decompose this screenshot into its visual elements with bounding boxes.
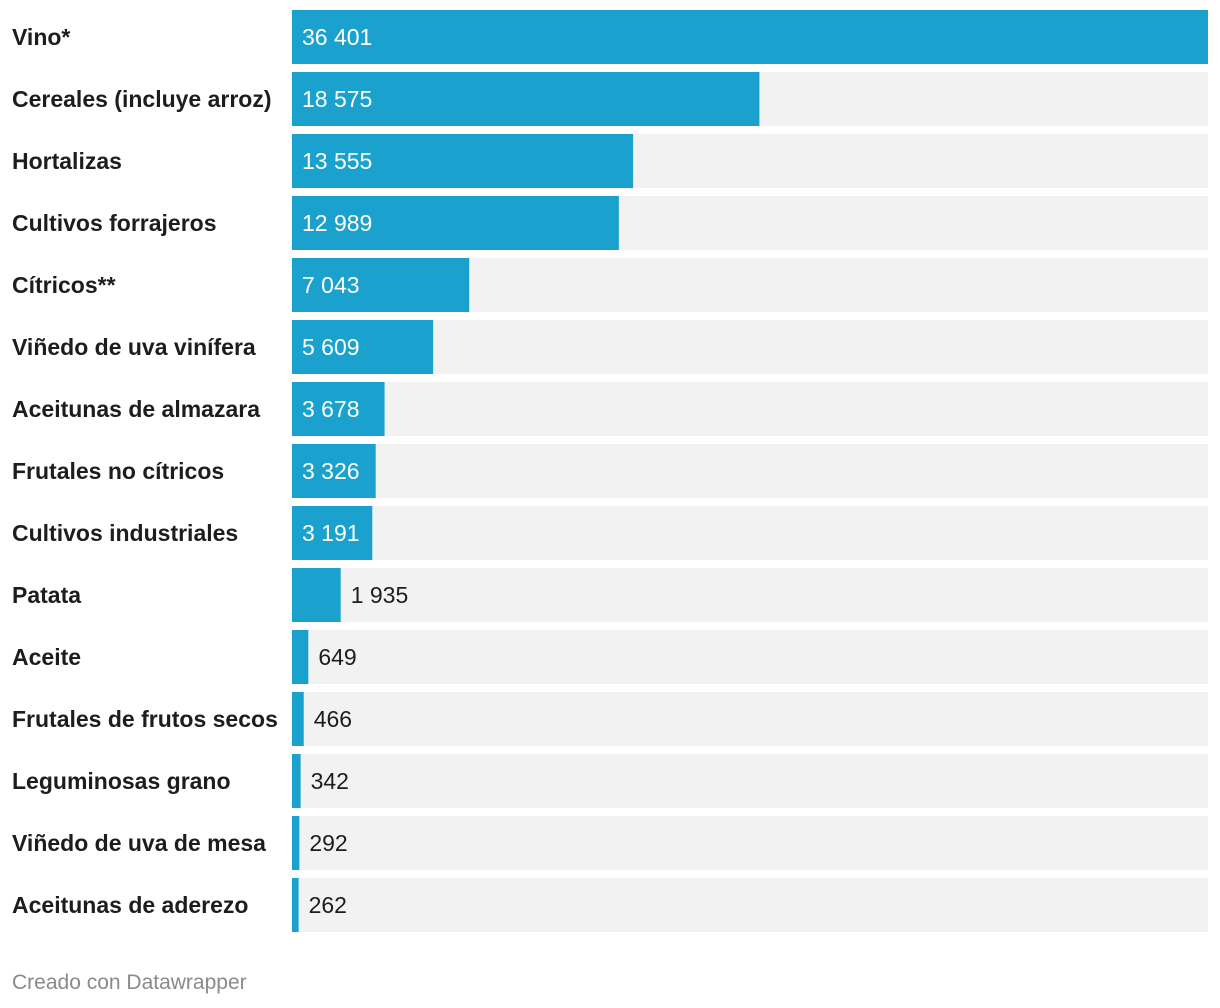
value-label: 12 989 xyxy=(302,210,372,236)
bar-row: Cereales (incluye arroz) 18 575 xyxy=(12,72,1208,126)
value-label: 3 678 xyxy=(302,396,360,422)
bar-row: Cultivos industriales 3 191 xyxy=(12,506,1208,560)
category-label: Aceitunas de almazara xyxy=(12,396,260,422)
bar-track xyxy=(292,878,1208,932)
category-label: Viñedo de uva vinífera xyxy=(12,334,256,360)
bar-track xyxy=(292,382,1208,436)
bar-track xyxy=(292,816,1208,870)
bar xyxy=(292,10,1208,64)
bar-track xyxy=(292,444,1208,498)
category-label: Cereales (incluye arroz) xyxy=(12,86,272,112)
value-label: 1 935 xyxy=(351,582,409,608)
value-label: 292 xyxy=(309,830,347,856)
value-label: 13 555 xyxy=(302,148,372,174)
bar xyxy=(292,692,304,746)
bar-row: Frutales de frutos secos 466 xyxy=(12,692,1208,746)
bar-row: Vino* 36 401 xyxy=(12,10,1208,64)
bar-row: Frutales no cítricos 3 326 xyxy=(12,444,1208,498)
value-label: 262 xyxy=(309,892,347,918)
value-label: 3 326 xyxy=(302,458,360,484)
bar-row: Patata 1 935 xyxy=(12,568,1208,622)
category-label: Vino* xyxy=(12,24,70,50)
bar-row: Aceitunas de aderezo 262 xyxy=(12,878,1208,932)
bar xyxy=(292,878,299,932)
bar-row: Cítricos** 7 043 xyxy=(12,258,1208,312)
category-label: Leguminosas grano xyxy=(12,768,231,794)
category-label: Hortalizas xyxy=(12,148,122,174)
value-label: 649 xyxy=(318,644,356,670)
value-label: 18 575 xyxy=(302,86,372,112)
bar xyxy=(292,258,470,312)
bar-track xyxy=(292,630,1208,684)
category-label: Cítricos** xyxy=(12,272,116,298)
bar-row: Leguminosas grano 342 xyxy=(12,754,1208,808)
bar xyxy=(292,816,300,870)
bar-chart: Vino* 36 401 Cereales (incluye arroz) 18 57… xyxy=(12,10,1208,932)
datawrapper-credit[interactable]: Creado con Datawrapper xyxy=(12,971,247,994)
bar-row: Aceitunas de almazara 3 678 xyxy=(12,382,1208,436)
category-label: Viñedo de uva de mesa xyxy=(12,830,266,856)
value-label: 7 043 xyxy=(302,272,360,298)
bar xyxy=(292,754,301,808)
bar xyxy=(292,320,434,374)
value-label: 5 609 xyxy=(302,334,360,360)
bar xyxy=(292,72,760,126)
bar xyxy=(292,630,309,684)
category-label: Cultivos forrajeros xyxy=(12,210,217,236)
bar xyxy=(292,196,619,250)
bar-row: Aceite 649 xyxy=(12,630,1208,684)
bar xyxy=(292,568,341,622)
value-label: 36 401 xyxy=(302,24,372,50)
bar-row: Hortalizas 13 555 xyxy=(12,134,1208,188)
bar xyxy=(292,382,385,436)
bar-row: Viñedo de uva vinífera 5 609 xyxy=(12,320,1208,374)
category-label: Cultivos industriales xyxy=(12,520,238,546)
bar xyxy=(292,444,376,498)
bar xyxy=(292,134,634,188)
category-label: Aceitunas de aderezo xyxy=(12,892,248,918)
category-label: Patata xyxy=(12,582,81,608)
bar xyxy=(292,506,373,560)
value-label: 342 xyxy=(311,768,349,794)
bar-row: Viñedo de uva de mesa 292 xyxy=(12,816,1208,870)
value-label: 3 191 xyxy=(302,520,360,546)
bar-track xyxy=(292,754,1208,808)
category-label: Frutales de frutos secos xyxy=(12,706,278,732)
bar-track xyxy=(292,692,1208,746)
category-label: Frutales no cítricos xyxy=(12,458,224,484)
bar-track xyxy=(292,320,1208,374)
bar-track xyxy=(292,568,1208,622)
value-label: 466 xyxy=(314,706,352,732)
category-label: Aceite xyxy=(12,644,81,670)
bar-track xyxy=(292,506,1208,560)
bar-row: Cultivos forrajeros 12 989 xyxy=(12,196,1208,250)
